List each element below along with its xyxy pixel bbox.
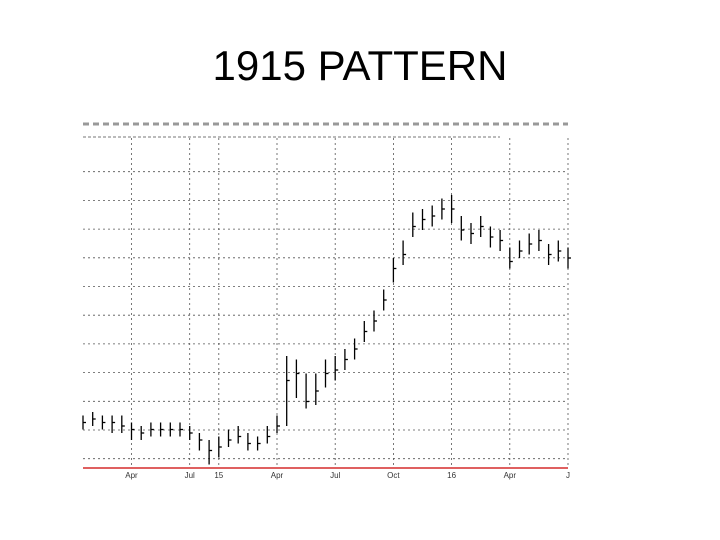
x-tick-label: Apr xyxy=(504,471,517,480)
x-tick-label: Apr xyxy=(271,471,284,480)
x-tick-label: Oct xyxy=(387,471,400,480)
x-tick-label: Jul xyxy=(185,471,195,480)
slide-title: 1915 PATTERN xyxy=(212,42,508,89)
x-tick-label: 15 xyxy=(214,471,223,480)
x-tick-label: Apr xyxy=(125,471,138,480)
chart-frame xyxy=(83,118,568,480)
x-tick-label: 16 xyxy=(447,471,456,480)
x-tick-label: Jul xyxy=(330,471,340,480)
x-tick-label: J xyxy=(566,471,570,480)
